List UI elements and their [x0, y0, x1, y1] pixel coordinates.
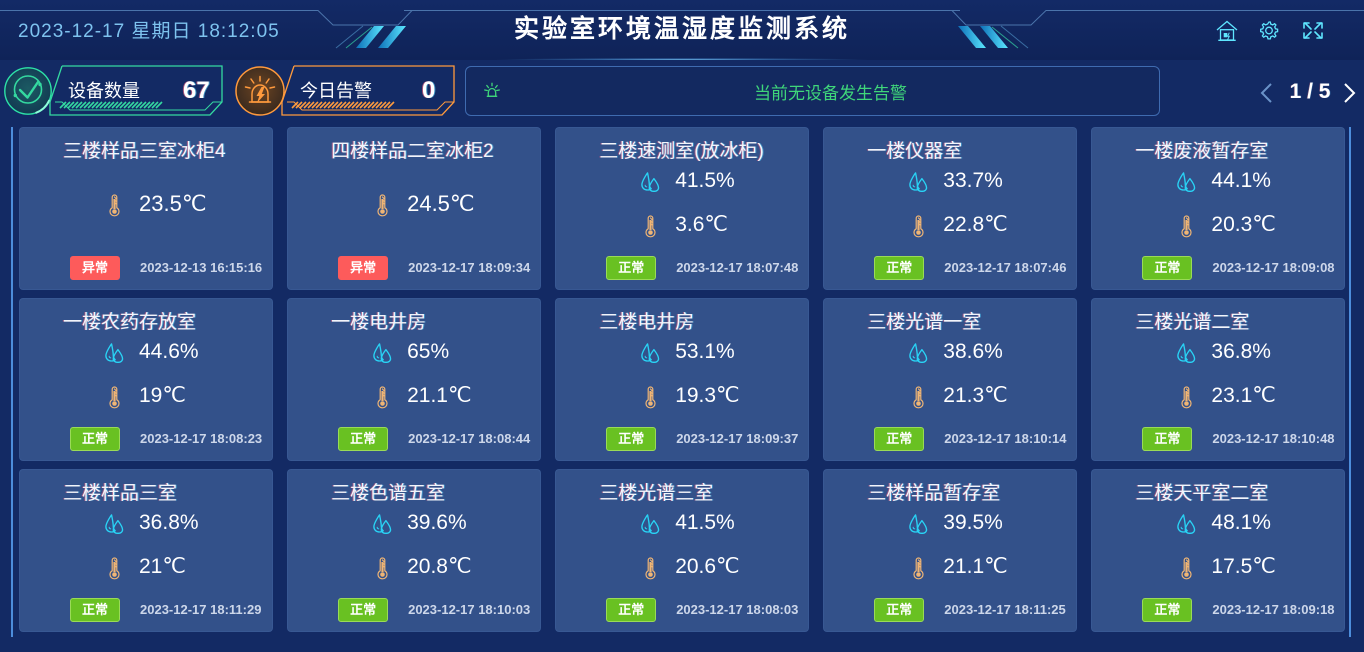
svg-text:67: 67: [183, 77, 210, 104]
svg-text:今日告警: 今日告警: [300, 81, 372, 101]
svg-text:0: 0: [422, 77, 435, 104]
svg-text:设备数量: 设备数量: [68, 81, 140, 101]
